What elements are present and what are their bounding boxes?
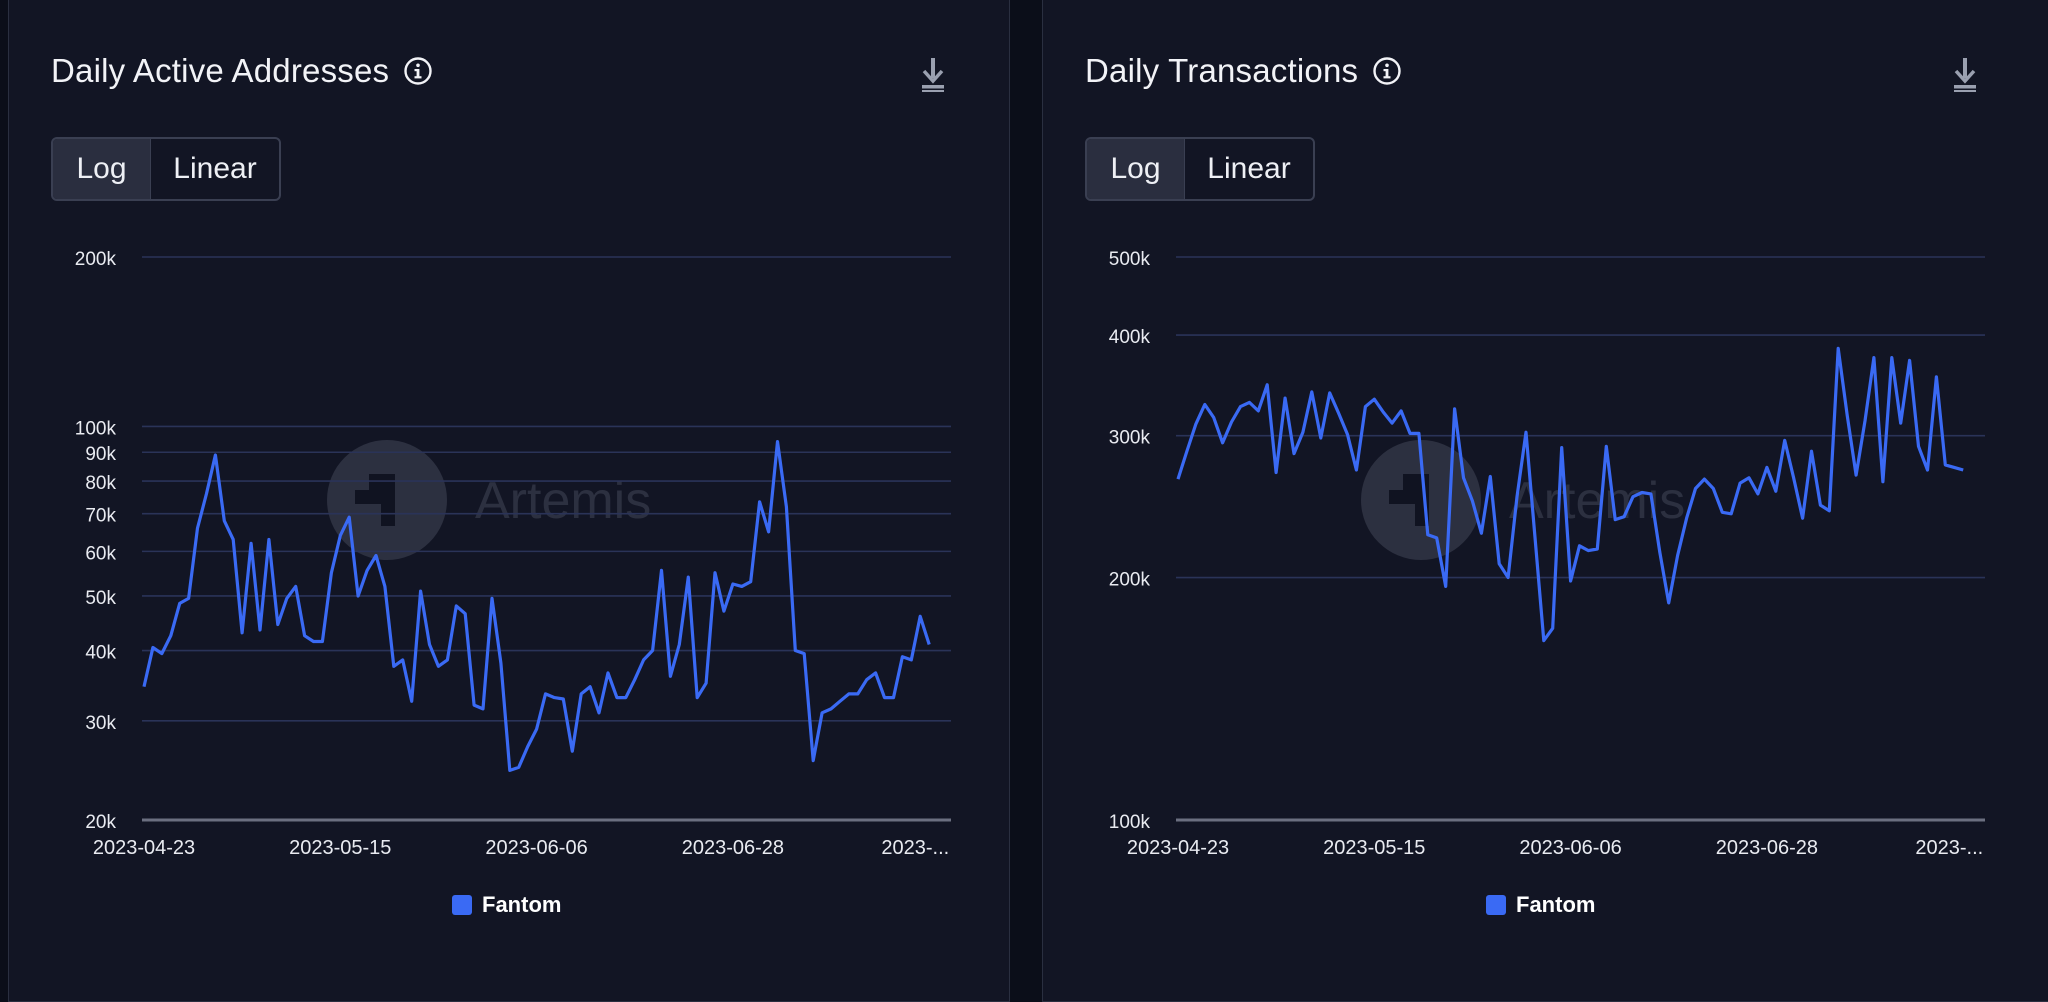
chart-legend[interactable]: Fantom bbox=[452, 892, 561, 918]
y-tick-label: 200k bbox=[1109, 570, 1151, 591]
y-tick-label: 100k bbox=[75, 418, 117, 439]
y-tick-label: 90k bbox=[85, 444, 116, 465]
y-tick-label: 500k bbox=[1109, 249, 1151, 270]
x-tick-label: 2023-06-28 bbox=[682, 837, 784, 859]
scale-toggle: Log Linear bbox=[1085, 137, 1315, 201]
daily-active-addresses-chart: Artemis 20k 30k 40k 50k 60k 70k 80k 90k 100k 200k 2… bbox=[75, 249, 951, 859]
y-tick-label: 80k bbox=[85, 473, 116, 494]
y-tick-label: 200k bbox=[75, 249, 117, 270]
x-tick-label: 2023-06-06 bbox=[1519, 837, 1621, 859]
y-tick-label: 60k bbox=[85, 543, 116, 564]
series-line-fantom bbox=[142, 440, 931, 773]
legend-label: Fantom bbox=[482, 892, 562, 917]
y-tick-label: 50k bbox=[85, 588, 116, 609]
download-icon[interactable] bbox=[1951, 56, 1979, 94]
daily-transactions-chart: Artemis 100k 200k 300k 400k 500k 2023-04-23 202… bbox=[1109, 249, 1985, 859]
x-tick-label: 2023-04-23 bbox=[1127, 837, 1229, 859]
x-tick-label: 2023-05-15 bbox=[289, 837, 391, 859]
download-icon[interactable] bbox=[919, 56, 947, 94]
y-tick-label: 400k bbox=[1109, 327, 1151, 348]
log-scale-button[interactable]: Log bbox=[1087, 139, 1185, 199]
daily-active-addresses-panel: Daily Active Addresses Log Linear Artemi… bbox=[8, 0, 1010, 1002]
watermark-text: Artemis bbox=[1509, 472, 1685, 530]
log-scale-button[interactable]: Log bbox=[53, 139, 151, 199]
chart-title: Daily Transactions bbox=[1085, 52, 1359, 89]
watermark-logo-circle bbox=[327, 440, 447, 560]
legend-label: Fantom bbox=[1516, 892, 1596, 917]
chart-title: Daily Active Addresses bbox=[51, 52, 390, 89]
y-tick-label: 30k bbox=[85, 713, 116, 734]
x-tick-label: 2023-... bbox=[881, 837, 949, 859]
y-tick-label: 70k bbox=[85, 506, 116, 527]
daily-transactions-panel: Daily Transactions Log Linear Artemis 100… bbox=[1042, 0, 2048, 1002]
x-tick-label: 2023-... bbox=[1915, 837, 1983, 859]
series-line-fantom bbox=[1176, 346, 1964, 643]
legend-swatch bbox=[452, 895, 472, 915]
linear-scale-button[interactable]: Linear bbox=[173, 152, 257, 185]
chart-legend[interactable]: Fantom bbox=[1486, 892, 1595, 918]
artemis-watermark: Artemis bbox=[327, 440, 651, 560]
y-tick-label: 20k bbox=[85, 812, 116, 833]
x-tick-label: 2023-06-28 bbox=[1716, 837, 1818, 859]
y-tick-label: 100k bbox=[1109, 812, 1151, 833]
watermark-logo-mark bbox=[1389, 474, 1429, 526]
legend-swatch bbox=[1486, 895, 1506, 915]
info-circle-icon[interactable] bbox=[403, 56, 433, 86]
panel-header: Daily Active Addresses bbox=[51, 52, 433, 90]
info-circle-icon[interactable] bbox=[1372, 56, 1402, 86]
panel-header: Daily Transactions bbox=[1085, 52, 1402, 90]
x-tick-label: 2023-04-23 bbox=[93, 837, 195, 859]
scale-toggle: Log Linear bbox=[51, 137, 281, 201]
y-tick-label: 40k bbox=[85, 643, 116, 664]
linear-scale-button[interactable]: Linear bbox=[1207, 152, 1291, 185]
x-tick-label: 2023-06-06 bbox=[485, 837, 587, 859]
x-tick-label: 2023-05-15 bbox=[1323, 837, 1425, 859]
y-tick-label: 300k bbox=[1109, 428, 1151, 449]
